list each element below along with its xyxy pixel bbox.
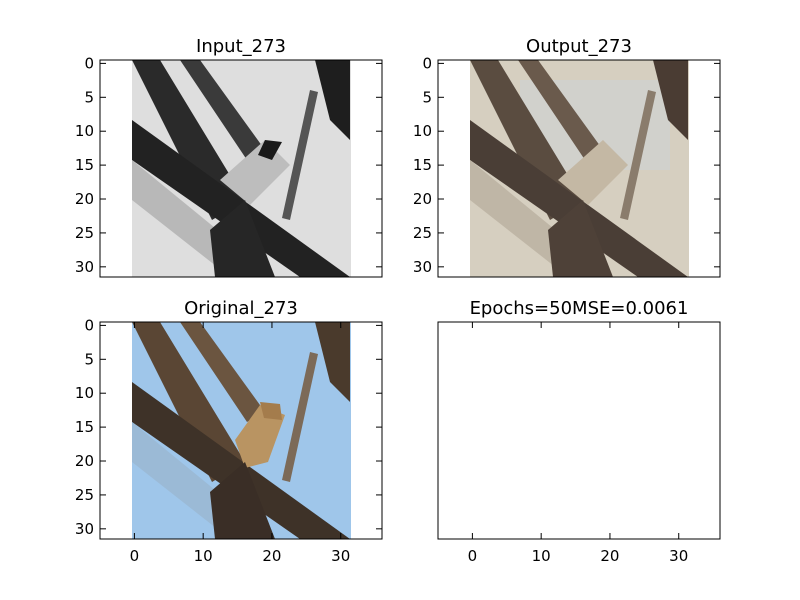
y-tick-label: 0 xyxy=(422,54,432,72)
image-input-grayscale xyxy=(132,60,351,277)
x-tick-label: 20 xyxy=(262,547,281,565)
y-tick-label: 20 xyxy=(75,190,94,208)
y-ticks: 0 5 10 15 20 25 30 xyxy=(413,54,720,276)
y-tick-label: 10 xyxy=(75,384,94,402)
y-tick-label: 15 xyxy=(413,156,432,174)
y-tick-label: 30 xyxy=(75,520,94,538)
x-tick-label: 10 xyxy=(532,547,551,565)
y-tick-label: 15 xyxy=(75,156,94,174)
subplot-input: 0 5 10 15 20 25 30 Input_273 xyxy=(75,36,383,278)
image-original-color xyxy=(132,322,351,539)
y-tick-label: 15 xyxy=(75,418,94,436)
x-ticks: 0 10 20 30 xyxy=(468,322,688,565)
y-tick-label: 25 xyxy=(75,224,94,242)
axes-frame xyxy=(437,321,721,540)
y-tick-label: 5 xyxy=(422,88,432,106)
subplot-title: Original_273 xyxy=(184,298,298,319)
axes-frame xyxy=(99,59,383,278)
y-tick-label: 10 xyxy=(413,122,432,140)
axes-frame xyxy=(437,59,721,278)
y-tick-label: 5 xyxy=(84,350,94,368)
x-tick-label: 30 xyxy=(669,547,688,565)
y-tick-label: 10 xyxy=(75,122,94,140)
y-ticks: 0 5 10 15 20 25 30 xyxy=(75,316,382,538)
y-tick-label: 20 xyxy=(75,452,94,470)
subplot-original: 0 5 10 15 20 25 30 0 10 20 30 Original_273 xyxy=(75,298,383,565)
y-tick-label: 5 xyxy=(84,88,94,106)
image-output-reconstruction xyxy=(470,60,689,277)
subplot-title: Input_273 xyxy=(196,36,286,57)
x-tick-label: 0 xyxy=(130,547,140,565)
x-tick-label: 20 xyxy=(600,547,619,565)
y-tick-label: 0 xyxy=(84,316,94,334)
y-tick-label: 25 xyxy=(75,486,94,504)
subplot-title: Output_273 xyxy=(526,36,632,57)
y-tick-label: 0 xyxy=(84,54,94,72)
subplot-output: 0 5 10 15 20 25 30 Output_273 xyxy=(413,36,721,278)
x-tick-label: 30 xyxy=(331,547,350,565)
y-ticks: 0 5 10 15 20 25 30 xyxy=(75,54,382,276)
y-tick-label: 20 xyxy=(413,190,432,208)
x-tick-label: 10 xyxy=(194,547,213,565)
subplot-title: Epochs=50MSE=0.0061 xyxy=(470,298,689,319)
y-tick-label: 30 xyxy=(75,258,94,276)
x-tick-label: 0 xyxy=(468,547,478,565)
y-tick-label: 30 xyxy=(413,258,432,276)
x-ticks: 0 10 20 30 xyxy=(130,322,350,565)
y-tick-label: 25 xyxy=(413,224,432,242)
axes-frame xyxy=(99,321,383,540)
subplot-stats: 0 10 20 30 Epochs=50MSE=0.0061 xyxy=(437,298,721,565)
